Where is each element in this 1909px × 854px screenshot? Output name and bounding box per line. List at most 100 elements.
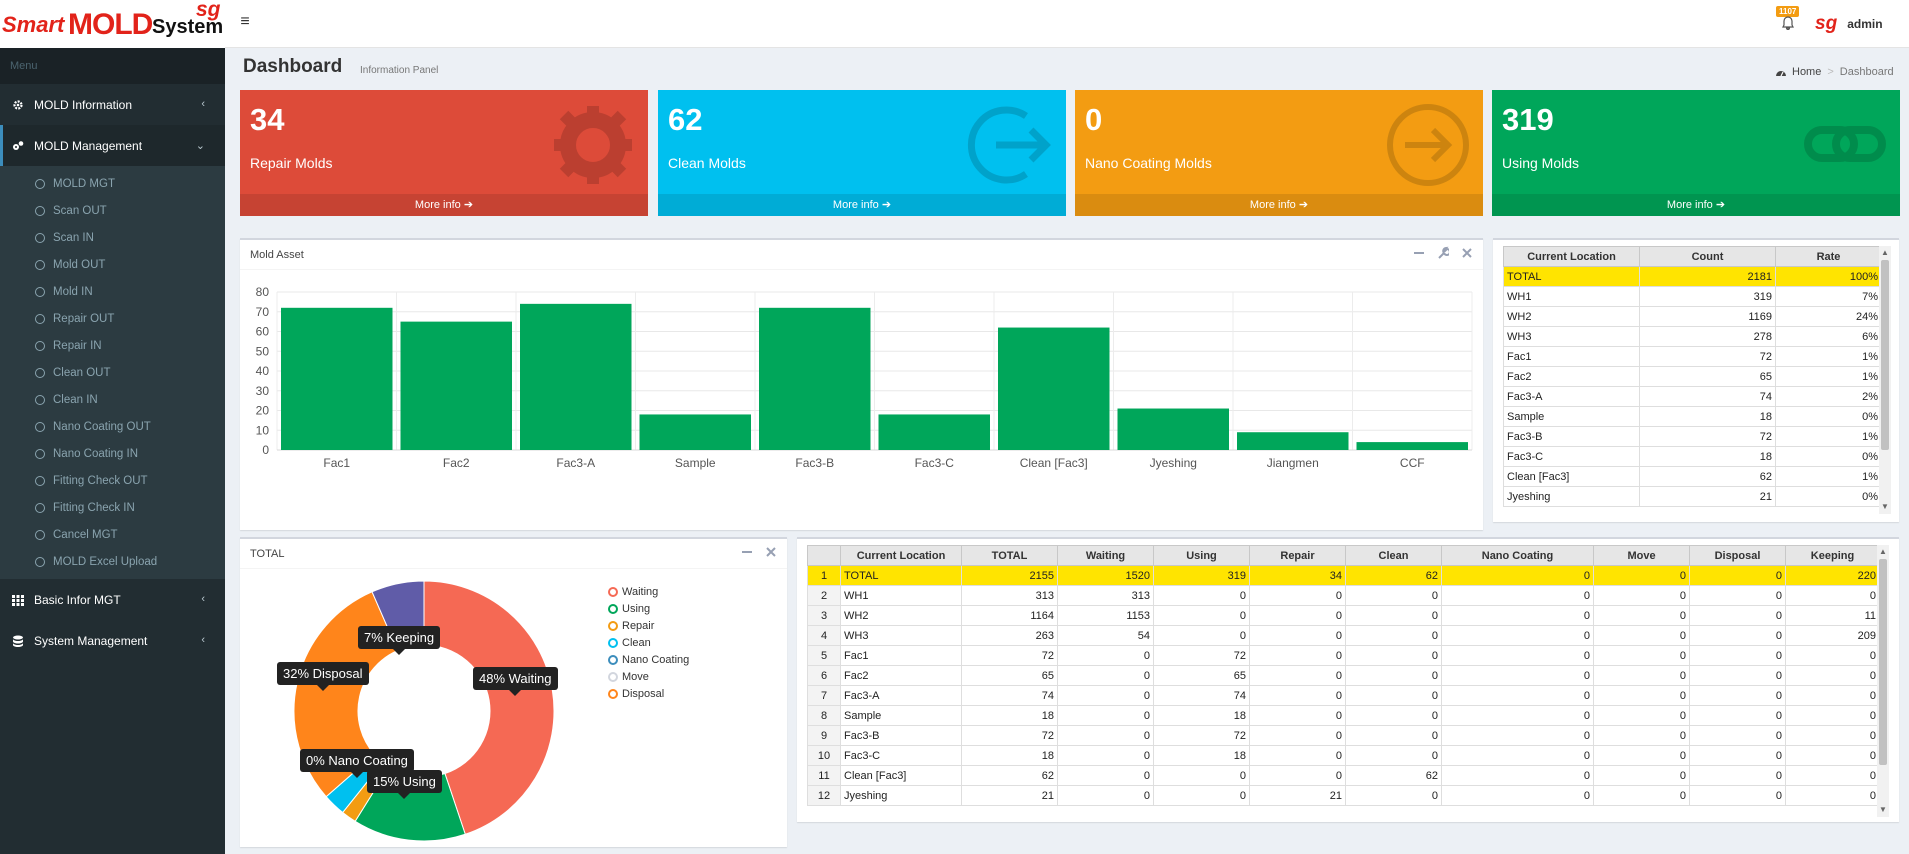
table-row[interactable]: 4 WH3 263 54 0 0 0 0 0 0 209 xyxy=(807,625,1879,646)
table-row[interactable]: WH2 1169 24% xyxy=(1503,306,1881,327)
table-row[interactable]: 11 Clean [Fac3] 62 0 0 0 62 0 0 0 0 xyxy=(807,765,1879,786)
notifications-button[interactable]: 1107 xyxy=(1776,6,1800,32)
column-header[interactable]: TOTAL xyxy=(961,545,1058,566)
more-info-label: More info xyxy=(414,199,461,211)
legend-item-nano-coating[interactable]: Nano Coating xyxy=(608,651,689,668)
table-row[interactable]: 6 Fac2 65 0 65 0 0 0 0 0 0 xyxy=(807,665,1879,686)
table-cell: 21 xyxy=(1249,785,1346,806)
scroll-up-icon[interactable]: ▲ xyxy=(1881,248,1889,257)
minimize-icon[interactable] xyxy=(1413,246,1425,260)
table-row[interactable]: 7 Fac3-A 74 0 74 0 0 0 0 0 0 xyxy=(807,685,1879,706)
legend-marker xyxy=(608,654,618,665)
column-header[interactable]: Disposal xyxy=(1689,545,1786,566)
sidebar-item-basic-infor-mgt[interactable]: Basic Infor MGT ‹ xyxy=(0,579,225,620)
vertical-scrollbar[interactable]: ▲ ▼ xyxy=(1877,545,1889,817)
sidebar-subitem-mold-mgt[interactable]: MOLD MGT xyxy=(0,170,225,197)
sidebar-subitem-clean-out[interactable]: Clean OUT xyxy=(0,359,225,386)
more-info-link[interactable]: More info ➔ xyxy=(240,194,648,216)
sidebar-subitem-mold-in[interactable]: Mold IN xyxy=(0,278,225,305)
table-cell: 0 xyxy=(1057,785,1154,806)
column-header[interactable]: Waiting xyxy=(1057,545,1154,566)
table-row[interactable]: Sample 18 0% xyxy=(1503,406,1881,427)
more-info-link[interactable]: More info ➔ xyxy=(1075,194,1483,216)
legend-item-waiting[interactable]: Waiting xyxy=(608,583,689,600)
more-info-link[interactable]: More info ➔ xyxy=(658,194,1066,216)
sidebar-subitem-fitting-check-in[interactable]: Fitting Check IN xyxy=(0,494,225,521)
table-cell: 0 xyxy=(1345,625,1442,646)
more-info-link[interactable]: More info ➔ xyxy=(1492,194,1900,216)
column-header[interactable]: Nano Coating xyxy=(1441,545,1594,566)
sidebar-subitem-scan-in[interactable]: Scan IN xyxy=(0,224,225,251)
table-row[interactable]: 3 WH2 1164 1153 0 0 0 0 0 0 11 xyxy=(807,605,1879,626)
column-header[interactable]: Current Location xyxy=(840,545,962,566)
table-row[interactable]: 1 TOTAL 2155 1520 319 34 62 0 0 0 220 xyxy=(807,565,1879,586)
table-cell: 0 xyxy=(1689,725,1786,746)
sidebar-subitem-fitting-check-out[interactable]: Fitting Check OUT xyxy=(0,467,225,494)
sidebar-subitem-repair-in[interactable]: Repair IN xyxy=(0,332,225,359)
table-row[interactable]: Clean [Fac3] 62 1% xyxy=(1503,466,1881,487)
sidebar-subitem-clean-in[interactable]: Clean IN xyxy=(0,386,225,413)
scrollbar-thumb[interactable] xyxy=(1879,559,1887,765)
sidebar-subitem-scan-out[interactable]: Scan OUT xyxy=(0,197,225,224)
scroll-down-icon[interactable]: ▼ xyxy=(1879,805,1887,814)
sidebar-item-mold-management[interactable]: MOLD Management ⌄ xyxy=(0,125,225,166)
table-row[interactable]: Fac3-A 74 2% xyxy=(1503,386,1881,407)
sidebar-subitem-mold-out[interactable]: Mold OUT xyxy=(0,251,225,278)
close-icon[interactable] xyxy=(1461,246,1473,260)
scroll-up-icon[interactable]: ▲ xyxy=(1879,547,1887,556)
sidebar-subitem-mold-excel-upload[interactable]: MOLD Excel Upload xyxy=(0,548,225,575)
sidebar-item-mold-information[interactable]: MOLD Information ‹ xyxy=(0,84,225,125)
table-row[interactable]: Fac1 72 1% xyxy=(1503,346,1881,367)
column-header[interactable]: Count xyxy=(1639,246,1776,267)
column-header[interactable]: Keeping xyxy=(1785,545,1879,566)
legend-item-disposal[interactable]: Disposal xyxy=(608,685,689,702)
bar-ccf xyxy=(1356,442,1468,450)
sidebar-item-label: MOLD Information xyxy=(34,97,133,112)
column-header[interactable]: Rate xyxy=(1775,246,1881,267)
table-row[interactable]: Jyeshing 21 0% xyxy=(1503,486,1881,507)
column-header[interactable]: Repair xyxy=(1249,545,1346,566)
table-row[interactable]: 10 Fac3-C 18 0 18 0 0 0 0 0 0 xyxy=(807,745,1879,766)
vertical-scrollbar[interactable]: ▲ ▼ xyxy=(1879,246,1891,514)
column-header[interactable]: Move xyxy=(1593,545,1690,566)
sidebar-subitem-nano-coating-out[interactable]: Nano Coating OUT xyxy=(0,413,225,440)
table-row[interactable]: WH1 319 7% xyxy=(1503,286,1881,307)
brand-logo[interactable]: Smart MOLD System sg xyxy=(0,0,225,48)
table-row[interactable]: Fac2 65 1% xyxy=(1503,366,1881,387)
close-icon[interactable] xyxy=(765,545,777,559)
minimize-icon[interactable] xyxy=(741,545,753,559)
table-cell: 0 xyxy=(1249,605,1346,626)
table-row[interactable]: 9 Fac3-B 72 0 72 0 0 0 0 0 0 xyxy=(807,725,1879,746)
wrench-icon[interactable] xyxy=(1437,246,1451,260)
column-header[interactable]: Clean xyxy=(1345,545,1442,566)
sidebar-subitem-cancel-mgt[interactable]: Cancel MGT xyxy=(0,521,225,548)
scroll-down-icon[interactable]: ▼ xyxy=(1881,502,1889,511)
column-header[interactable]: Current Location xyxy=(1503,246,1640,267)
scrollbar-thumb[interactable] xyxy=(1881,260,1889,450)
table-row[interactable]: Fac3-B 72 1% xyxy=(1503,426,1881,447)
table-cell: 0 xyxy=(1249,585,1346,606)
breadcrumb-home-link[interactable]: Home xyxy=(1792,66,1822,78)
table-row[interactable]: 8 Sample 18 0 18 0 0 0 0 0 0 xyxy=(807,705,1879,726)
panel-tools xyxy=(1413,246,1473,260)
table-cell: 21 xyxy=(1639,486,1776,507)
column-header[interactable]: Using xyxy=(1153,545,1250,566)
legend-item-move[interactable]: Move xyxy=(608,668,689,685)
table-row[interactable]: WH3 278 6% xyxy=(1503,326,1881,347)
sidebar-subitem-repair-out[interactable]: Repair OUT xyxy=(0,305,225,332)
table-cell: 0 xyxy=(1057,685,1154,706)
table-row[interactable]: 5 Fac1 72 0 72 0 0 0 0 0 0 xyxy=(807,645,1879,666)
table-row[interactable]: TOTAL 2181 100% xyxy=(1503,266,1881,287)
legend-item-repair[interactable]: Repair xyxy=(608,617,689,634)
sidebar-toggle-icon[interactable]: ≡ xyxy=(240,13,250,30)
table-row[interactable]: Fac3-C 18 0% xyxy=(1503,446,1881,467)
table-cell: WH1 xyxy=(1503,286,1640,307)
user-menu[interactable]: sg admin xyxy=(1815,12,1883,36)
sidebar-subitem-nano-coating-in[interactable]: Nano Coating IN xyxy=(0,440,225,467)
legend-item-clean[interactable]: Clean xyxy=(608,634,689,651)
table-row[interactable]: 2 WH1 313 313 0 0 0 0 0 0 0 xyxy=(807,585,1879,606)
sidebar-item-system-management[interactable]: System Management ‹ xyxy=(0,620,225,661)
table-cell: 0 xyxy=(1057,745,1154,766)
table-row[interactable]: 12 Jyeshing 21 0 0 21 0 0 0 0 0 xyxy=(807,785,1879,806)
legend-item-using[interactable]: Using xyxy=(608,600,689,617)
